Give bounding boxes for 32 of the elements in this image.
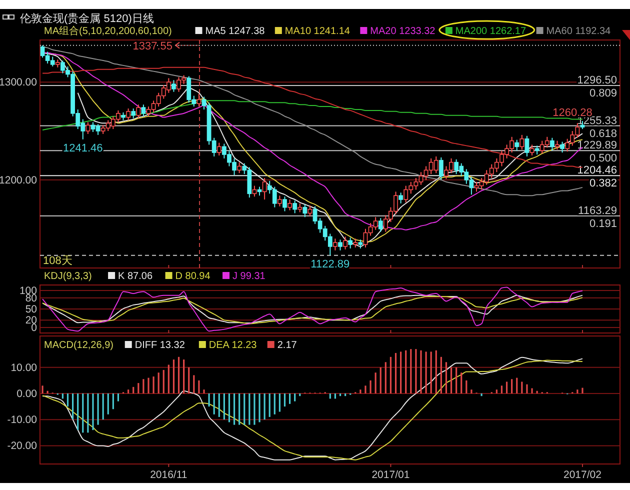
legend-label: 2.17	[277, 340, 298, 351]
ref-line-label: 1204.46 0.382	[577, 164, 617, 190]
legend-label: K 87.06	[118, 271, 153, 282]
line-series	[42, 286, 583, 332]
legend-title: MACD(12,26,9)	[44, 340, 114, 351]
annotation: 108天	[43, 255, 72, 267]
legend-label: MA60 1192.34	[546, 26, 612, 37]
legend-label: J 99.31	[232, 271, 266, 282]
legend-label: MA5 1247.38	[205, 26, 266, 37]
annotation: 1122.89	[310, 258, 350, 270]
x-tick-label: 2016/11	[150, 469, 188, 481]
y-tick-label: 0.00	[16, 388, 38, 400]
legend-label: DEA 12.23	[208, 340, 258, 351]
y-tick-label: -10.00	[7, 414, 38, 426]
legend-label: MA200 1262.17	[455, 26, 526, 37]
legend-label: D 80.94	[175, 271, 211, 282]
legend-title: MA组合(5,10,20,200,60,100)	[44, 25, 172, 37]
x-tick-label: 2017/02	[563, 469, 602, 481]
chart-title: 伦敦金现(贵金属 5120)日线	[20, 12, 154, 25]
legend-label: MA20 1233.32	[370, 26, 436, 37]
y-tick-label: 1200.00	[0, 174, 38, 186]
legend-label: DIFF 13.32	[134, 340, 186, 351]
y-tick-label: -20.00	[7, 440, 38, 452]
annotation: 1337.55	[132, 40, 173, 52]
y-tick-label: 1300.00	[0, 76, 38, 89]
ref-line-label: 1163.29 0.191	[578, 204, 617, 230]
y-tick-label: 50	[25, 304, 38, 316]
y-tick-label: 10.00	[10, 362, 38, 374]
legend-title: KDJ(9,3,3)	[44, 271, 92, 282]
legend-label: MA10 1241.14	[284, 26, 350, 37]
x-tick-label: 2017/01	[372, 469, 410, 481]
ref-line-label: 1229.89 0.500	[577, 140, 617, 165]
